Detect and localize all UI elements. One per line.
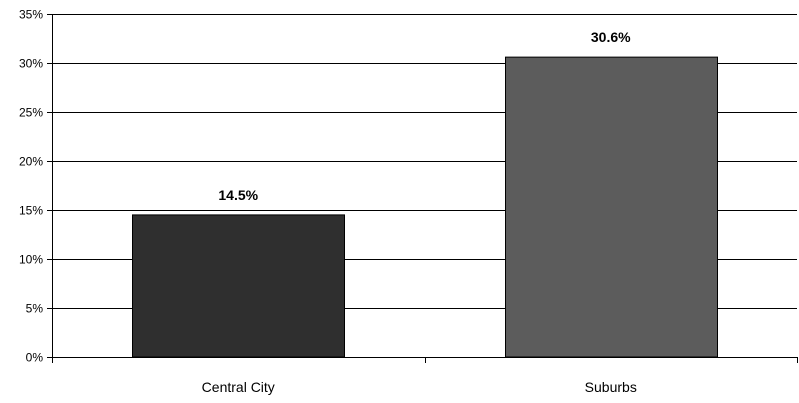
y-tick-label: 5% bbox=[26, 302, 44, 316]
data-label: 30.6% bbox=[591, 29, 631, 45]
y-tick-label: 20% bbox=[19, 155, 43, 169]
y-axis-ticks: 0% 5% 10% 15% 20% 25% 30% 35% bbox=[19, 8, 52, 365]
axes bbox=[52, 14, 798, 363]
y-tick-label: 10% bbox=[19, 253, 43, 267]
y-tick-label: 35% bbox=[19, 8, 43, 22]
y-tick-label: 15% bbox=[19, 204, 43, 218]
bars bbox=[132, 56, 718, 358]
x-axis-labels: Central City Suburbs bbox=[202, 379, 637, 395]
data-label: 14.5% bbox=[218, 187, 258, 203]
x-tick-label: Suburbs bbox=[585, 379, 637, 395]
x-tick-label: Central City bbox=[202, 379, 275, 395]
y-tick-label: 30% bbox=[19, 57, 43, 71]
data-labels: 14.5% 30.6% bbox=[218, 29, 631, 203]
bar-central-city bbox=[132, 214, 345, 358]
y-tick-label: 0% bbox=[26, 351, 44, 365]
y-tick-label: 25% bbox=[19, 106, 43, 120]
bar-suburbs bbox=[505, 56, 718, 358]
